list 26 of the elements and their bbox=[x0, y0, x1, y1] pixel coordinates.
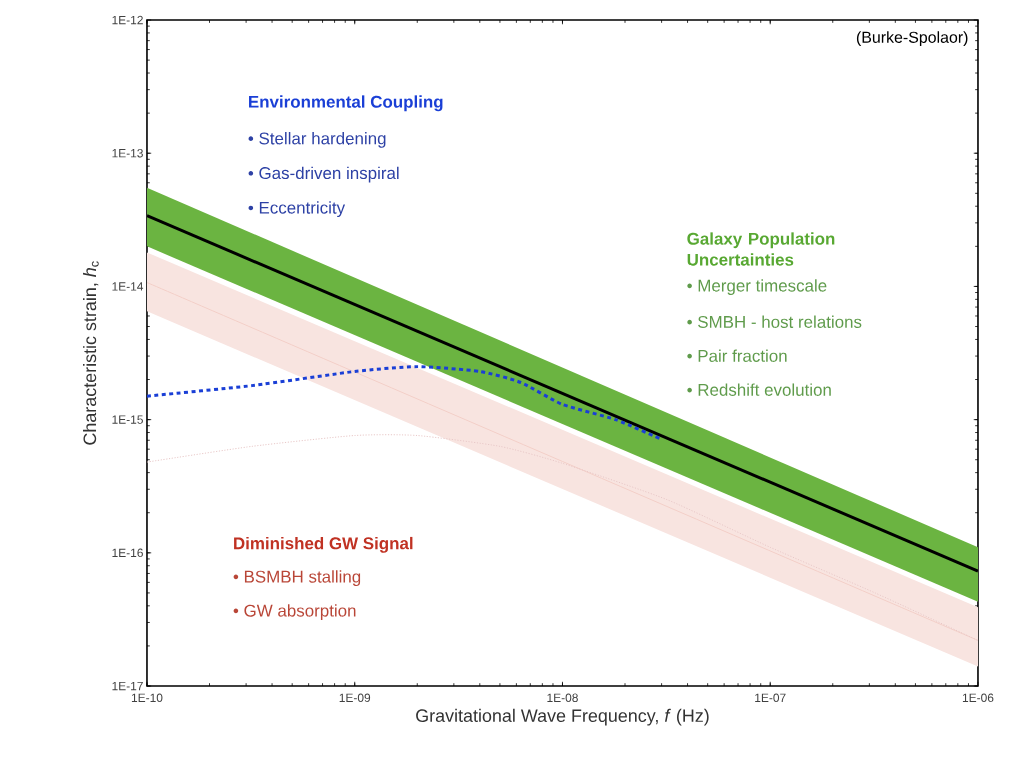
y-tick-label: 1E-14 bbox=[112, 282, 144, 291]
annotation: (Burke-Spolaor) bbox=[856, 31, 968, 47]
x-tick-label: 1E-08 bbox=[547, 693, 578, 703]
annotation: Galaxy Population Uncertainties bbox=[687, 232, 835, 266]
annotation: • Stellar hardening bbox=[248, 132, 386, 148]
x-tick-label: 1E-06 bbox=[962, 693, 994, 703]
y-tick-label: 1E-12 bbox=[112, 15, 143, 25]
x-tick-label: 1E-07 bbox=[755, 693, 786, 703]
annotation: • GW absorption bbox=[233, 604, 356, 620]
annotation: • SMBH - host relations bbox=[687, 315, 862, 328]
annotation: • Eccentricity bbox=[248, 201, 346, 218]
annotation: • Redshift evolution bbox=[687, 383, 831, 396]
y-tick-label: 1E-17 bbox=[112, 681, 143, 691]
x-tick-label: 1E-10 bbox=[131, 693, 163, 703]
annotation: • BSMBH stalling bbox=[233, 570, 361, 587]
y-tick-label: 1E-13 bbox=[112, 148, 143, 158]
annotation: • Gas-driven inspiral bbox=[248, 166, 399, 183]
x-tick-label: 1E-09 bbox=[339, 693, 371, 703]
annotation: • Pair fraction bbox=[687, 349, 787, 362]
annotation: Diminished GW Signal bbox=[234, 536, 413, 553]
x-axis-title: Gravitational Wave Frequency, f (Hz) bbox=[416, 708, 709, 726]
y-tick-label: 1E-15 bbox=[112, 415, 143, 424]
y-axis-title: Characteristic strain, h$_{c}$ bbox=[83, 261, 99, 445]
y-tick-label: 1E-16 bbox=[112, 548, 143, 558]
annotation: • Merger timescale bbox=[687, 279, 827, 295]
annotation: Environmental Coupling bbox=[249, 95, 443, 112]
